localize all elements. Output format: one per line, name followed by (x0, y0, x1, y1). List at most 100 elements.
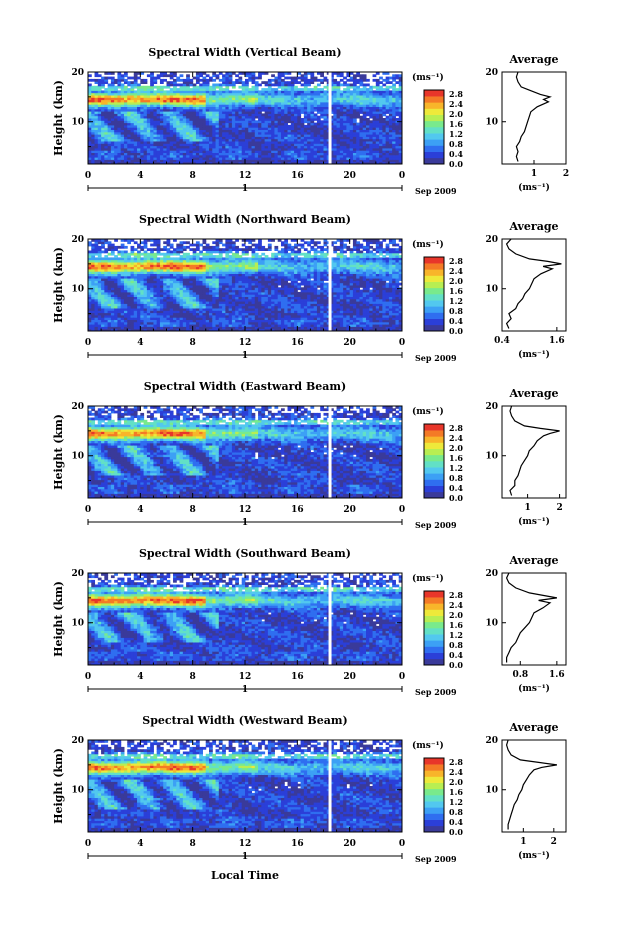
heatmap-cell (101, 83, 105, 87)
heatmap-cell (94, 108, 99, 112)
heatmap-cell (153, 92, 158, 96)
heatmap-cell (156, 257, 161, 261)
heatmap-cell (127, 143, 132, 147)
heatmap-cell (163, 143, 167, 147)
heatmap-cell (202, 134, 207, 137)
heatmap-cell (110, 143, 115, 147)
heatmap-cell (199, 136, 203, 140)
heatmap-cell (199, 108, 203, 112)
heatmap-cell (143, 81, 148, 84)
heatmap-cell (94, 85, 99, 89)
heatmap-cell (137, 145, 141, 149)
heatmap-cell (316, 83, 321, 87)
heatmap-cell (143, 159, 148, 163)
heatmap-cell (153, 157, 158, 160)
heatmap-cell (202, 101, 207, 105)
heatmap-cell (120, 138, 125, 142)
heatmap-cell (186, 88, 190, 91)
heatmap-cell (97, 95, 102, 98)
heatmap-cell (110, 101, 115, 105)
heatmap-cell (186, 74, 190, 78)
heatmap-cell (150, 104, 154, 107)
heatmap-cell (186, 78, 190, 82)
heatmap-cell (379, 85, 383, 89)
heatmap-cell (392, 83, 396, 87)
heatmap-cell (104, 97, 109, 101)
heatmap-cell (202, 97, 207, 101)
heatmap-cell (143, 161, 148, 165)
heatmap-cell (186, 97, 190, 101)
heatmap-cell (110, 90, 115, 94)
heatmap-cell (195, 76, 200, 80)
heatmap-cell (104, 248, 109, 251)
heatmap-cell (91, 154, 96, 158)
heatmap-cell (101, 90, 105, 94)
heatmap-cell (120, 152, 125, 156)
heatmap-cell (107, 134, 112, 137)
heatmap-cell (186, 138, 190, 142)
heatmap-cell (189, 145, 194, 149)
heatmap-cell (163, 252, 167, 256)
heatmap-cell (117, 90, 122, 94)
heatmap-cell (156, 157, 161, 160)
heatmap-cell (91, 122, 96, 126)
heatmap-cell (137, 150, 141, 153)
colorbar-tick-label: 0.4 (449, 149, 463, 159)
heatmap-cell (156, 92, 161, 96)
heatmap-cell (120, 88, 125, 91)
heatmap-cell (186, 111, 190, 114)
colorbar-swatch (424, 108, 444, 115)
heatmap-cell (192, 97, 197, 101)
heatmap-cell (163, 241, 167, 245)
x-tick-label: 4 (137, 171, 143, 181)
heatmap-cell (392, 74, 396, 78)
heatmap-cell (91, 141, 96, 144)
heatmap-cell (287, 124, 292, 128)
heatmap-cell (166, 248, 171, 251)
heatmap-cell (140, 88, 145, 91)
heatmap-cell (120, 150, 125, 153)
heatmap-cell (189, 134, 194, 137)
heatmap-cell (169, 108, 174, 112)
heatmap-cell (179, 138, 184, 142)
heatmap-cell (202, 124, 207, 128)
heatmap-cell (195, 150, 200, 153)
heatmap-cell (133, 95, 138, 98)
heatmap-cell (176, 154, 181, 158)
heatmap-cell (88, 250, 92, 254)
x-tick-label: 8 (190, 171, 196, 181)
heatmap-cell (159, 257, 164, 261)
heatmap-cell (104, 81, 109, 84)
heatmap-cell (110, 127, 115, 130)
heatmap-cell (385, 85, 390, 89)
heatmap-cell (163, 106, 167, 110)
heatmap-cell (156, 141, 161, 144)
heatmap-cell (366, 88, 370, 91)
heatmap-cell (199, 95, 203, 98)
heatmap-cell (140, 157, 145, 160)
heatmap-cell (130, 97, 135, 101)
heatmap-cell (107, 99, 112, 103)
heatmap-cell (110, 111, 115, 114)
heatmap-cell (169, 104, 174, 107)
heatmap-cell (143, 88, 148, 91)
heatmap-cell (104, 150, 109, 153)
heatmap-cell (176, 136, 181, 140)
heatmap-cell (189, 88, 194, 91)
heatmap-cell (123, 122, 128, 126)
heatmap-cell (195, 131, 200, 135)
heatmap-cell (117, 120, 122, 124)
heatmap-cell (238, 76, 243, 80)
heatmap-cell (182, 157, 187, 160)
heatmap-cell (195, 101, 200, 105)
heatmap-cell (176, 127, 181, 130)
heatmap-cell (143, 131, 148, 135)
heatmap-cell (114, 129, 118, 133)
heatmap-cell (123, 131, 128, 135)
heatmap-cell (150, 127, 154, 130)
heatmap-cell (202, 85, 207, 89)
heatmap-cell (166, 83, 171, 87)
heatmap-cell (156, 143, 161, 147)
heatmap-cell (127, 122, 132, 126)
heatmap-cell (133, 78, 138, 82)
